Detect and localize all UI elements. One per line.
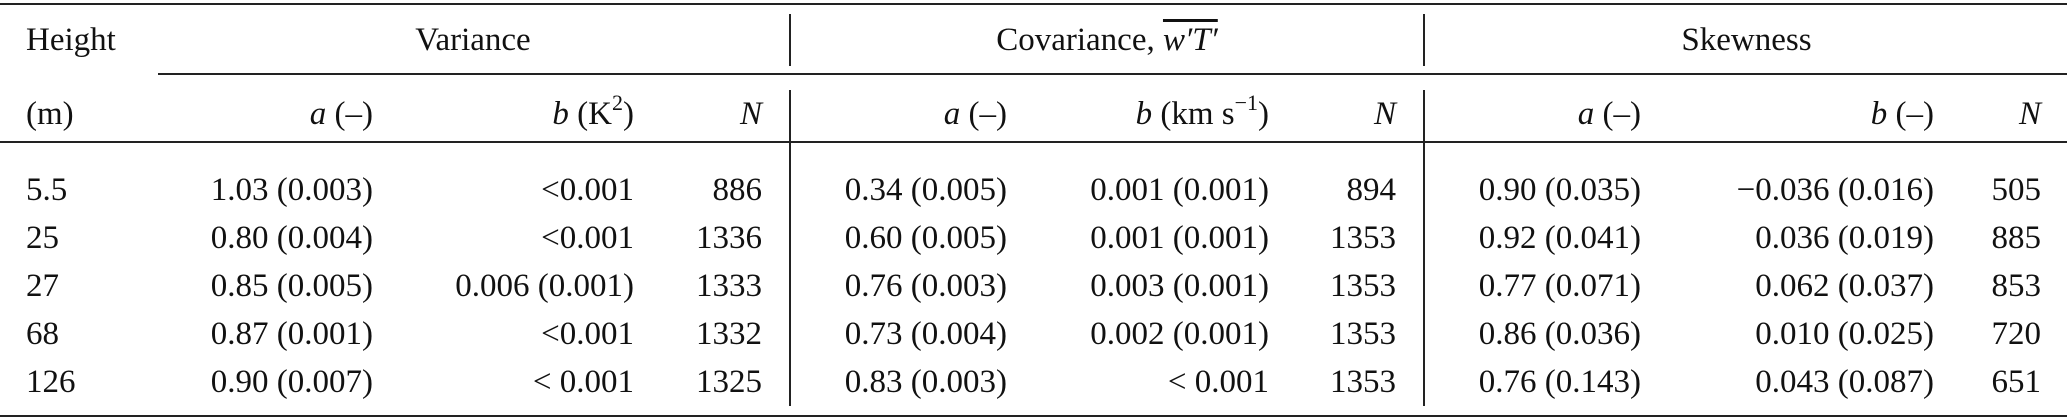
cell-variance-b: <0.001	[541, 172, 634, 208]
cell-skewness-n: 853	[1991, 268, 2042, 304]
skewness-b-header: b (–)	[1870, 96, 1934, 132]
cell-skewness-b: 0.062 (0.037)	[1755, 268, 1934, 304]
variance-n-header: N	[739, 96, 762, 132]
cell-skewness-b: −0.036 (0.016)	[1736, 172, 1934, 208]
cell-height: 25	[26, 220, 59, 256]
skewness-group-header: Skewness	[1681, 22, 1812, 58]
cell-variance-a: 0.85 (0.005)	[210, 268, 373, 304]
cell-covariance-a: 0.34 (0.005)	[844, 172, 1007, 208]
separator-variance-covariance-top	[789, 14, 791, 66]
cell-skewness-n: 505	[1991, 172, 2042, 208]
cell-covariance-a: 0.83 (0.003)	[844, 364, 1007, 400]
cell-height: 68	[26, 316, 59, 352]
group-underline-rule	[158, 73, 2067, 75]
cell-variance-n: 1325	[696, 364, 762, 400]
cell-covariance-b: 0.001 (0.001)	[1090, 220, 1269, 256]
cell-variance-b: <0.001	[541, 316, 634, 352]
cell-variance-n: 1336	[696, 220, 762, 256]
bottom-rule	[0, 415, 2067, 417]
cell-height: 27	[26, 268, 59, 304]
separator-variance-covariance	[789, 90, 791, 406]
cell-skewness-a: 0.92 (0.041)	[1478, 220, 1641, 256]
cell-variance-n: 1333	[696, 268, 762, 304]
cell-skewness-n: 720	[1991, 316, 2042, 352]
variance-b-header: b (K2)	[552, 90, 634, 133]
cell-variance-a: 0.80 (0.004)	[210, 220, 373, 256]
cell-skewness-b: 0.010 (0.025)	[1755, 316, 1934, 352]
variance-a-header: a (–)	[309, 96, 373, 132]
cell-variance-n: 886	[712, 172, 763, 208]
header-bottom-rule	[0, 141, 2067, 143]
separator-covariance-skewness-top	[1423, 14, 1425, 66]
cell-variance-b: < 0.001	[532, 364, 634, 400]
height-header: Height	[26, 22, 116, 58]
cell-covariance-a: 0.73 (0.004)	[844, 316, 1007, 352]
cell-covariance-b: 0.003 (0.001)	[1090, 268, 1269, 304]
covariance-n-header: N	[1373, 96, 1396, 132]
cell-skewness-a: 0.76 (0.143)	[1478, 364, 1641, 400]
cell-covariance-n: 894	[1346, 172, 1397, 208]
cell-covariance-b: 0.002 (0.001)	[1090, 316, 1269, 352]
covariance-group-header: Covariance, w′T′	[996, 22, 1218, 58]
cell-skewness-a: 0.77 (0.071)	[1478, 268, 1641, 304]
covariance-b-header: b (km s−1)	[1135, 90, 1269, 133]
variance-group-header: Variance	[415, 22, 531, 58]
cell-skewness-b: 0.043 (0.087)	[1755, 364, 1934, 400]
covariance-a-header: a (–)	[943, 96, 1007, 132]
cell-covariance-b: < 0.001	[1167, 364, 1269, 400]
cell-covariance-n: 1353	[1330, 268, 1396, 304]
cell-skewness-n: 651	[1991, 364, 2042, 400]
separator-covariance-skewness	[1423, 90, 1425, 406]
cell-covariance-n: 1353	[1330, 364, 1396, 400]
top-rule	[0, 3, 2067, 5]
cell-variance-a: 0.87 (0.001)	[210, 316, 373, 352]
cell-covariance-b: 0.001 (0.001)	[1090, 172, 1269, 208]
cell-variance-n: 1332	[696, 316, 762, 352]
cell-covariance-a: 0.60 (0.005)	[844, 220, 1007, 256]
cell-covariance-n: 1353	[1330, 220, 1396, 256]
cell-variance-b: 0.006 (0.001)	[455, 268, 634, 304]
cell-covariance-n: 1353	[1330, 316, 1396, 352]
height-unit-header: (m)	[26, 96, 74, 132]
skewness-a-header: a (–)	[1577, 96, 1641, 132]
cell-variance-a: 0.90 (0.007)	[210, 364, 373, 400]
cell-height: 126	[26, 364, 76, 400]
cell-skewness-n: 885	[1991, 220, 2042, 256]
cell-height: 5.5	[26, 172, 68, 208]
cell-skewness-a: 0.86 (0.036)	[1478, 316, 1641, 352]
cell-skewness-a: 0.90 (0.035)	[1478, 172, 1641, 208]
cell-variance-b: <0.001	[541, 220, 634, 256]
cell-variance-a: 1.03 (0.003)	[210, 172, 373, 208]
skewness-n-header: N	[2018, 96, 2041, 132]
cell-covariance-a: 0.76 (0.003)	[844, 268, 1007, 304]
cell-skewness-b: 0.036 (0.019)	[1755, 220, 1934, 256]
